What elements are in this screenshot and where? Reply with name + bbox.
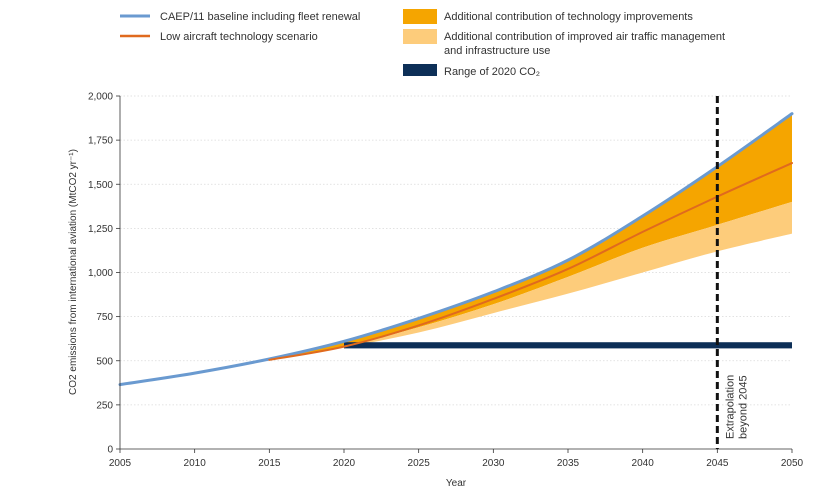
legend-atm-label-line2: and infrastructure use [444, 45, 550, 57]
range-2020-bar [344, 342, 792, 349]
y-tick-label: 1,500 [88, 180, 113, 191]
axes: 0 250 500 750 1,000 1,250 1,500 1,750 2,000 2005 2… [88, 92, 804, 470]
x-tick-label: 2030 [482, 458, 505, 469]
y-tick-label: 1,250 [88, 224, 113, 235]
extrapolation-marker: Extrapolation beyond 2045 [715, 96, 749, 449]
series-lines [118, 112, 794, 387]
low-tech-line [268, 162, 793, 361]
range-2020 [344, 342, 792, 349]
legend-tech-swatch [403, 9, 437, 24]
y-tick-label: 0 [107, 445, 113, 456]
legend-tech-label: Additional contribution of technology im… [444, 11, 693, 23]
x-tick-label: 2025 [408, 458, 431, 469]
extrapolation-label-line1: Extrapolation [724, 375, 736, 439]
x-tick-label: 2040 [632, 458, 655, 469]
x-tick-label: 2020 [333, 458, 356, 469]
legend: CAEP/11 baseline including fleet renewal… [120, 9, 725, 78]
x-tick-label: 2010 [184, 458, 207, 469]
y-tick-label: 1,000 [88, 268, 113, 279]
y-tick-label: 500 [96, 356, 113, 367]
x-tick-label: 2045 [706, 458, 729, 469]
y-tick-label: 1,750 [88, 136, 113, 147]
y-axis-title: CO2 emissions from international aviatio… [68, 149, 79, 395]
y-tick-label: 750 [96, 312, 113, 323]
y-tick-label: 250 [96, 400, 113, 411]
legend-atm-swatch [403, 29, 437, 44]
legend-atm-label-line1: Additional contribution of improved air … [444, 31, 725, 43]
x-tick-label: 2005 [109, 458, 132, 469]
x-axis-title: Year [446, 478, 467, 489]
legend-range-swatch [403, 64, 437, 76]
y-tick-label: 2,000 [88, 92, 113, 103]
legend-lowtech-label: Low aircraft technology scenario [160, 31, 318, 43]
extrapolation-label-line2: beyond 2045 [737, 375, 749, 439]
x-tick-label: 2015 [258, 458, 281, 469]
x-tick-label: 2035 [557, 458, 580, 469]
bands [269, 113, 793, 360]
x-tick-label: 2050 [781, 458, 804, 469]
baseline-line [118, 112, 794, 387]
legend-baseline-label: CAEP/11 baseline including fleet renewal [160, 11, 360, 23]
legend-range-label: Range of 2020 CO₂ [444, 66, 540, 78]
